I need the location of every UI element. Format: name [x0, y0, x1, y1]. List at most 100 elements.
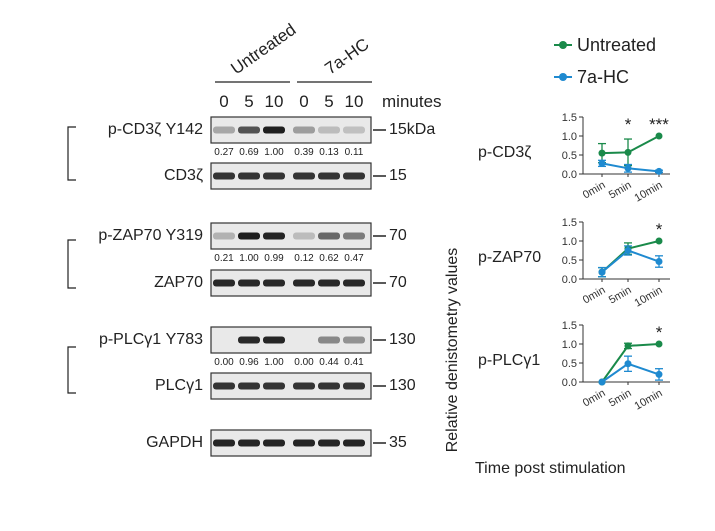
bracket-plc [67, 346, 76, 394]
data-point [624, 360, 632, 368]
group-label-untreated: Untreated [227, 20, 299, 78]
mw-marker-label: 35 [389, 434, 407, 451]
blot-band [213, 439, 235, 447]
chart-panel-label: p-ZAP70 [478, 249, 541, 266]
blot-band [238, 279, 260, 287]
blot-band [238, 126, 260, 134]
significance-marker: * [656, 220, 663, 239]
blot-band [293, 126, 315, 134]
legend-label: Untreated [577, 35, 656, 55]
blot-band [343, 336, 365, 344]
x-tick-label: 0min [581, 284, 608, 306]
blot-band [343, 382, 365, 390]
band-quantification: 0.00 [214, 357, 234, 368]
blot-band [343, 439, 365, 447]
bracket-zap70 [67, 239, 76, 289]
band-quantification: 1.00 [264, 147, 284, 158]
lane-label: 5 [244, 92, 253, 111]
data-point [624, 247, 632, 254]
band-quantification: 0.41 [344, 357, 364, 368]
blot-band [213, 126, 235, 134]
blot-band [263, 439, 285, 447]
x-tick-label: 10min [633, 284, 665, 309]
blot-band [318, 439, 340, 447]
mw-marker-label: 70 [389, 227, 407, 244]
blot-band [318, 382, 340, 390]
data-point [624, 148, 632, 156]
data-point [655, 167, 663, 175]
blot-band [263, 382, 285, 390]
band-quantification: 0.27 [214, 147, 234, 158]
protein-label: ZAP70 [154, 274, 203, 291]
blot-plc: PLCγ1 130 [155, 372, 416, 400]
band-quantification: 0.39 [294, 147, 314, 158]
x-tick-label: 5min [607, 387, 634, 409]
time-unit-label: minutes [382, 92, 442, 111]
blot-band [213, 382, 235, 390]
data-point [598, 268, 606, 276]
mw-marker-label: 130 [389, 377, 416, 394]
legend: Untreated 7a-HC [554, 35, 656, 87]
data-point [655, 258, 663, 266]
blot-band [238, 172, 260, 180]
mw-marker-label: 15kDa [389, 121, 435, 138]
series-line [601, 362, 660, 383]
data-point [598, 159, 606, 167]
x-tick-label: 10min [633, 179, 665, 204]
band-quantification: 0.13 [319, 147, 339, 158]
blot-band [293, 232, 315, 240]
chart-panel: p-PLCγ1 0.0 0.5 1.0 1.5 0min 5min 10min * [478, 320, 670, 413]
band-quantification: 1.00 [264, 357, 284, 368]
chart-panel: p-ZAP70 0.0 0.5 1.0 1.5 0min 5min 10min * [478, 217, 670, 310]
legend-marker [559, 41, 567, 49]
lane-label: 10 [265, 92, 284, 111]
blot-band [238, 232, 260, 240]
blot-gapdh: GAPDH 35 [146, 429, 407, 457]
blot-band [238, 336, 260, 344]
blot-band [238, 439, 260, 447]
x-tick-label: 0min [581, 387, 608, 409]
bracket-cd3 [67, 126, 76, 181]
x-tick-label: 5min [607, 179, 634, 201]
band-quantification: 0.12 [294, 253, 314, 264]
data-point [598, 149, 606, 157]
blot-header: Untreated 7a-HC 0 5 10 0 5 10 minutes [215, 20, 442, 111]
blot-pzap: p-ZAP70 Y319 70 0.21 1.00 0.99 0.12 0.62 0.47 [98, 222, 407, 264]
data-point [655, 340, 663, 348]
blot-band [318, 126, 340, 134]
protein-label: p-PLCγ1 Y783 [99, 331, 203, 348]
blot-band [343, 126, 365, 134]
blot-band [343, 232, 365, 240]
blot-cd3: CD3ζ 15 [164, 162, 407, 190]
blot-pplc: p-PLCγ1 Y783 130 0.00 0.96 1.00 0.00 0.44 0.41 [99, 326, 416, 368]
lane-labels: 0 5 10 0 5 10 [219, 92, 363, 111]
lane-label: 10 [345, 92, 364, 111]
blot-band [263, 336, 285, 344]
protein-label: PLCγ1 [155, 377, 203, 394]
y-tick-label: 0.5 [562, 358, 577, 370]
band-quantification: 0.96 [239, 357, 259, 368]
data-point [624, 342, 632, 350]
blot-band [213, 279, 235, 287]
blot-band [263, 232, 285, 240]
lane-label: 0 [219, 92, 228, 111]
data-point [655, 132, 663, 140]
band-quantification: 0.69 [239, 147, 259, 158]
band-quantification: 1.00 [239, 253, 259, 264]
blot-band [318, 232, 340, 240]
blot-band [263, 279, 285, 287]
x-tick-label: 0min [581, 179, 608, 201]
y-axis-label: Relative denistometry values [444, 248, 461, 453]
protein-label: p-ZAP70 Y319 [98, 227, 203, 244]
y-tick-label: 1.0 [562, 236, 577, 248]
legend-marker [559, 73, 567, 81]
significance-marker: *** [649, 115, 669, 134]
y-tick-label: 1.5 [562, 217, 577, 229]
blot-band [318, 336, 340, 344]
y-tick-label: 0.0 [562, 377, 577, 389]
y-tick-label: 1.5 [562, 320, 577, 332]
y-tick-label: 1.0 [562, 339, 577, 351]
y-tick-label: 0.0 [562, 274, 577, 286]
